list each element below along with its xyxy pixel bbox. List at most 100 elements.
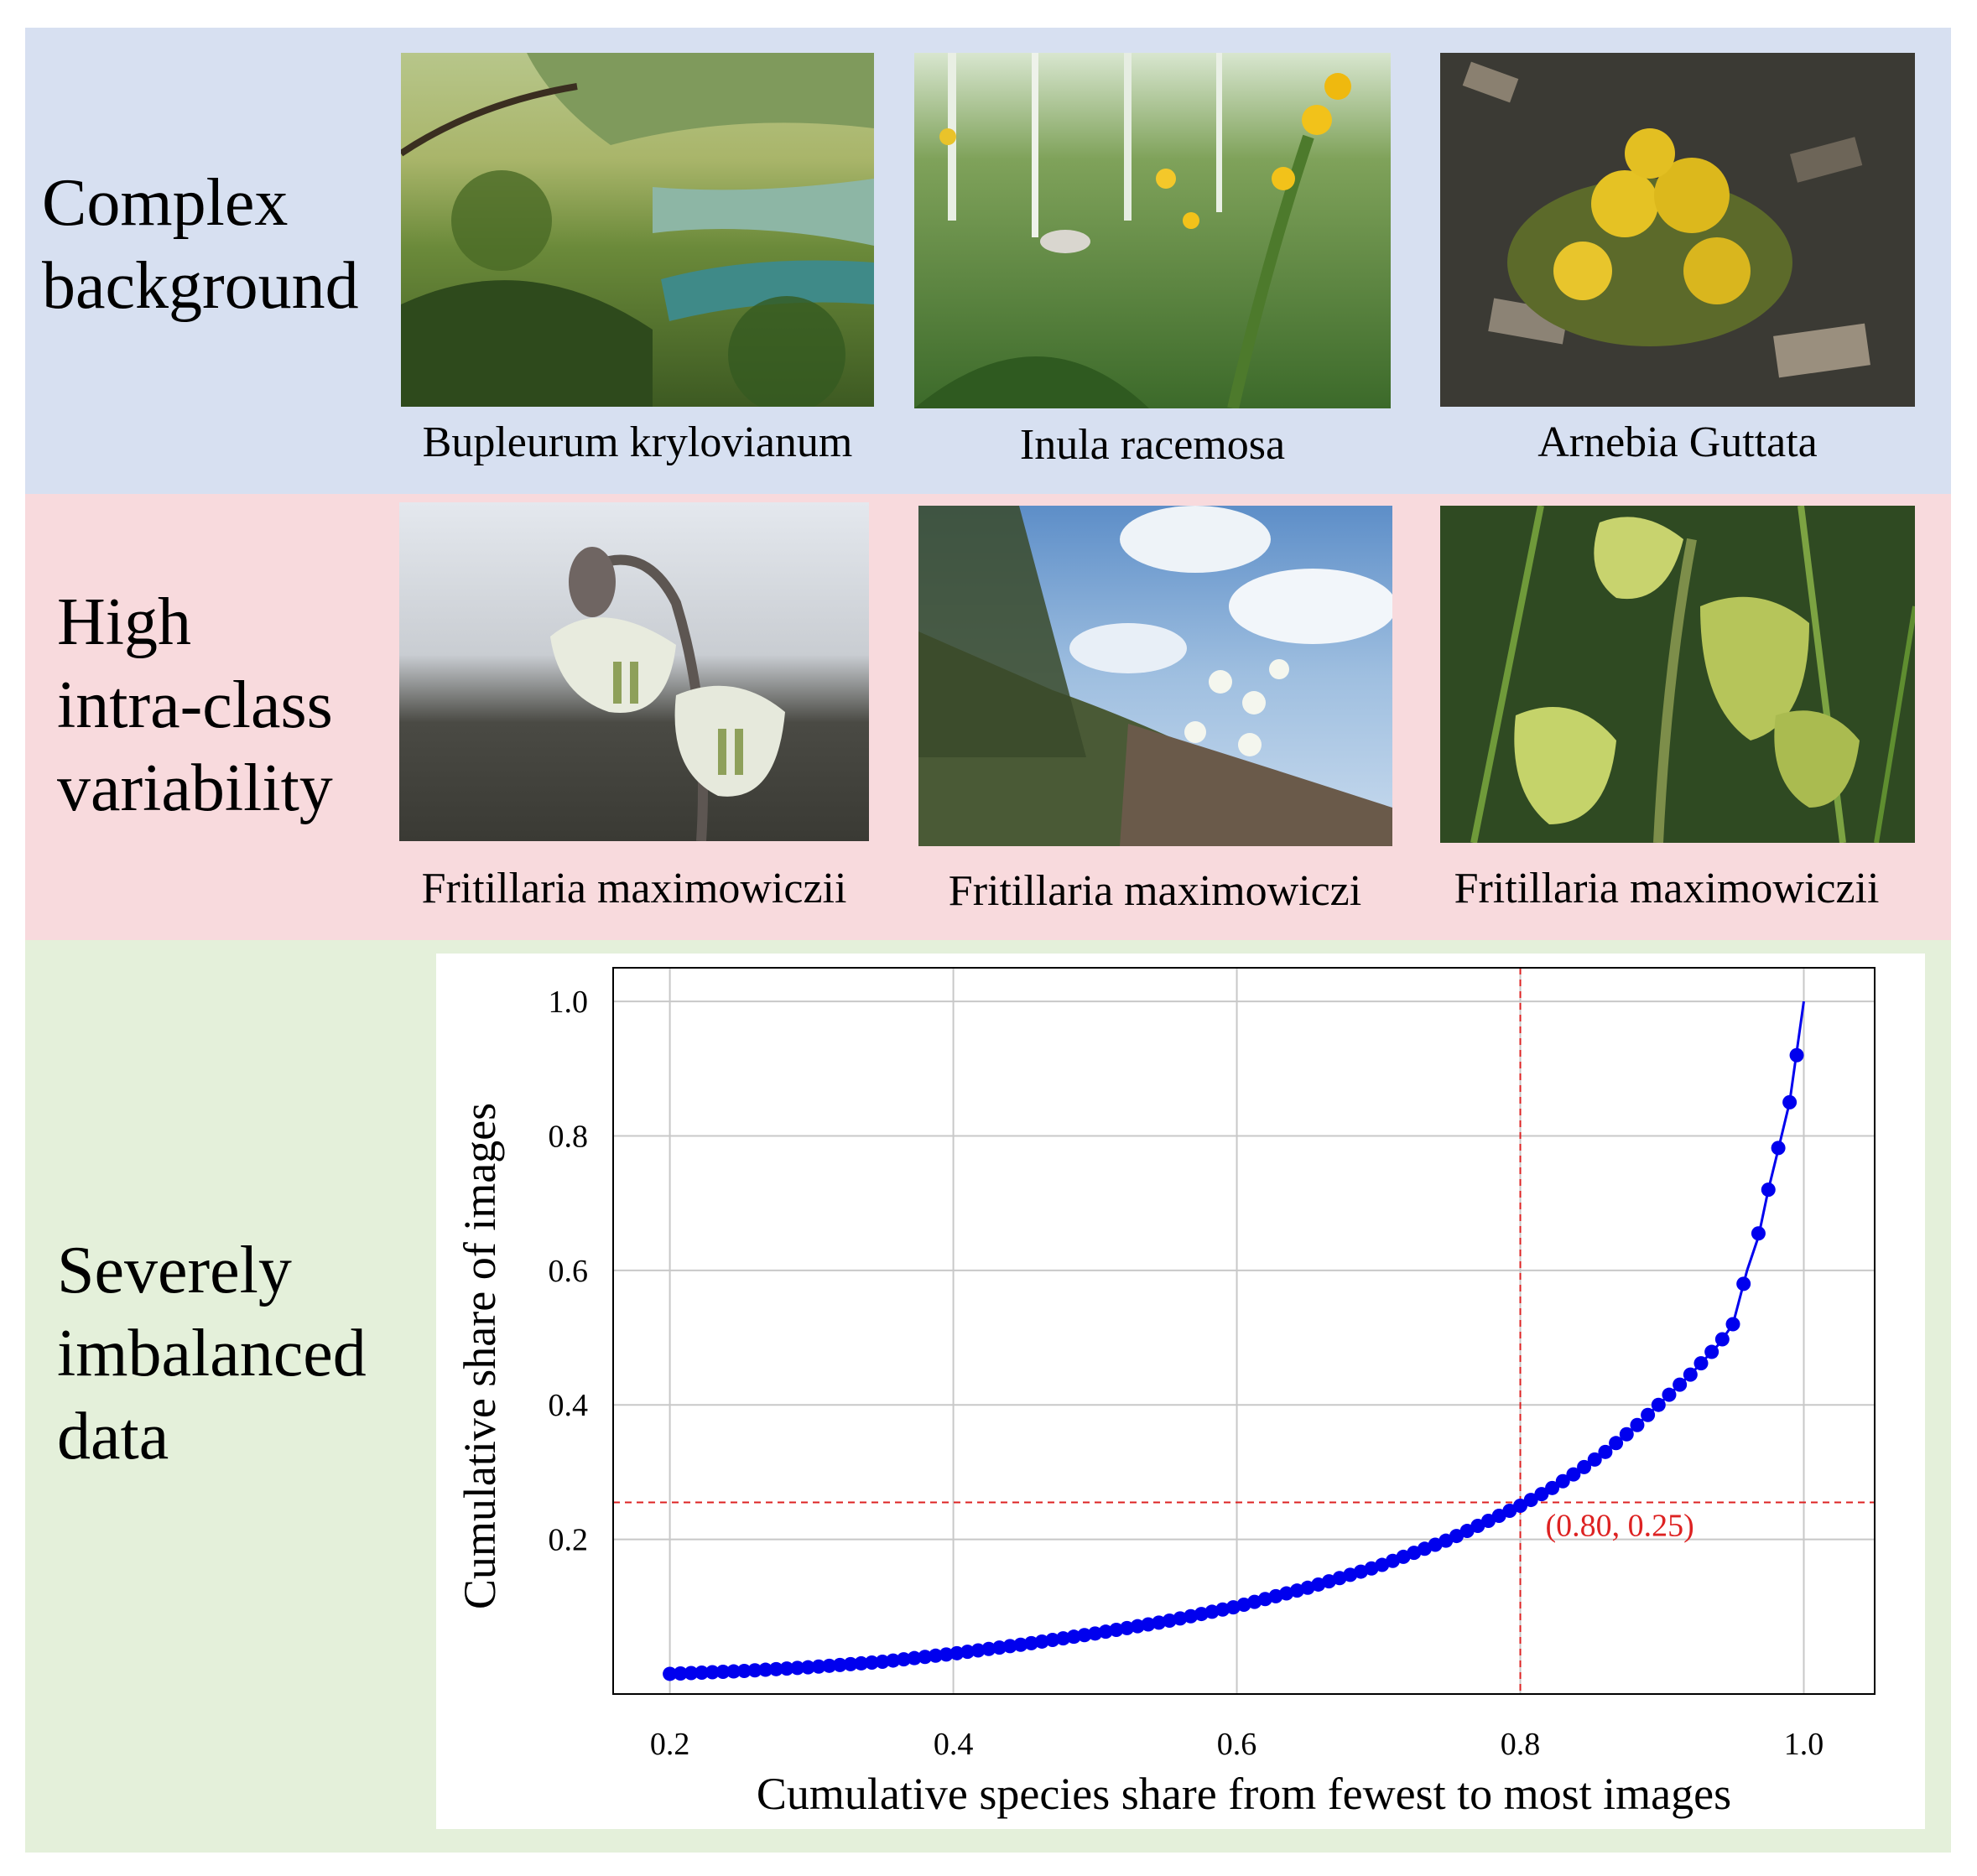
caption-fritillaria-1: Fritillaria maximowiczii xyxy=(421,865,847,912)
y-tick-label: 0.4 xyxy=(549,1388,589,1423)
curve-marker xyxy=(1598,1444,1613,1459)
curve-marker xyxy=(1630,1417,1645,1432)
curve-marker xyxy=(800,1660,815,1675)
curve-marker xyxy=(1545,1480,1560,1495)
curve-marker xyxy=(1173,1611,1188,1626)
curve-marker xyxy=(832,1657,847,1672)
y-tick-label: 0.8 xyxy=(549,1119,589,1154)
caption-bupleurum-krylovianum: Bupleurum krylovianum xyxy=(422,418,853,466)
curve-marker xyxy=(1491,1509,1506,1524)
curve-marker xyxy=(1215,1602,1230,1617)
curve-marker xyxy=(663,1666,678,1681)
curve-marker xyxy=(981,1641,996,1656)
curve-marker xyxy=(1130,1619,1145,1634)
curve-marker xyxy=(1751,1226,1766,1241)
photo-bupleurum-krylovianum xyxy=(401,53,874,407)
curve-marker xyxy=(1459,1524,1475,1539)
x-tick-label: 0.8 xyxy=(1501,1727,1541,1762)
curve-marker xyxy=(1439,1533,1454,1548)
curve-marker xyxy=(1673,1377,1688,1392)
curve-marker xyxy=(811,1659,826,1674)
photo-fritillaria-2 xyxy=(918,506,1392,846)
curve-marker xyxy=(705,1665,720,1680)
curve-marker xyxy=(758,1662,773,1677)
photo-fritillaria-3 xyxy=(1440,506,1915,843)
curve-marker xyxy=(949,1645,965,1660)
curve-marker xyxy=(1024,1635,1039,1650)
reference-annotation: (0.80, 0.25) xyxy=(1546,1508,1694,1543)
curve-marker xyxy=(896,1652,911,1667)
y-tick-label: 0.2 xyxy=(549,1523,589,1558)
curve-marker xyxy=(928,1648,943,1663)
curve-marker xyxy=(960,1645,975,1660)
curve-marker xyxy=(1152,1615,1167,1630)
curve-marker xyxy=(1204,1604,1220,1619)
curve-marker xyxy=(1077,1628,1092,1643)
curve-marker xyxy=(1725,1317,1740,1332)
photo-inula-racemosa xyxy=(914,53,1391,408)
curve-marker xyxy=(684,1666,699,1681)
curve-marker xyxy=(1162,1614,1177,1629)
curve-marker xyxy=(991,1640,1007,1655)
row-label-complex-background: Complex background xyxy=(42,166,359,324)
curve-marker xyxy=(1641,1407,1656,1422)
curve-marker xyxy=(1714,1332,1730,1347)
curve-marker xyxy=(1034,1634,1049,1649)
curve-marker xyxy=(1066,1629,1081,1645)
curve-marker xyxy=(1662,1387,1677,1402)
photo-arnebia-guttata xyxy=(1440,53,1915,407)
curve-marker xyxy=(864,1655,879,1670)
curve-marker xyxy=(1555,1473,1570,1489)
curve-marker xyxy=(1534,1487,1549,1502)
curve-marker xyxy=(886,1653,901,1668)
curve-marker xyxy=(822,1658,837,1673)
curve-marker xyxy=(907,1650,922,1666)
curve-marker xyxy=(918,1650,933,1665)
curve-marker xyxy=(1693,1356,1709,1371)
curve-marker xyxy=(1184,1608,1199,1624)
curve-marker xyxy=(843,1656,858,1671)
row-label-imbalanced-data: Severely imbalanced data xyxy=(57,1234,367,1474)
curve-marker xyxy=(673,1666,688,1681)
curve-marker xyxy=(1013,1637,1028,1652)
curve-marker xyxy=(1782,1094,1798,1109)
curve-marker xyxy=(779,1661,794,1676)
curve-marker xyxy=(1098,1624,1113,1640)
row-label-intra-class-variability: High intra-class variability xyxy=(57,585,333,826)
curve-marker xyxy=(715,1665,731,1680)
curve-marker xyxy=(1502,1503,1517,1518)
y-tick-label: 0.6 xyxy=(549,1254,589,1289)
curve-marker xyxy=(1120,1620,1135,1635)
curve-marker xyxy=(695,1666,710,1681)
caption-fritillaria-2: Fritillaria maximowiczi xyxy=(948,867,1362,915)
caption-arnebia-guttata: Arnebia Guttata xyxy=(1537,418,1818,466)
curve-marker xyxy=(1771,1141,1786,1156)
curve-marker xyxy=(1470,1519,1485,1534)
curve-marker xyxy=(1141,1617,1156,1632)
curve-marker xyxy=(1056,1631,1071,1646)
curve-marker xyxy=(1002,1639,1017,1654)
curve-marker xyxy=(1109,1623,1124,1638)
curve-marker xyxy=(1736,1276,1751,1291)
y-axis-label: Cumulative share of images xyxy=(455,1103,505,1609)
curve-marker xyxy=(1761,1182,1776,1198)
curve-marker xyxy=(875,1655,890,1670)
y-tick-label: 1.0 xyxy=(549,985,589,1020)
curve-marker xyxy=(747,1663,762,1678)
curve-marker xyxy=(1619,1426,1634,1442)
x-tick-label: 0.4 xyxy=(934,1727,974,1762)
curve-marker xyxy=(768,1661,783,1676)
curve-marker xyxy=(1194,1607,1209,1622)
plot-frame xyxy=(612,967,1876,1695)
curve-marker xyxy=(790,1660,805,1676)
caption-fritillaria-3: Fritillaria maximowiczii xyxy=(1454,865,1880,912)
curve-marker xyxy=(1577,1459,1592,1474)
curve-marker xyxy=(1609,1436,1624,1451)
curve-marker xyxy=(939,1647,954,1662)
curve-marker xyxy=(854,1655,869,1671)
curve-marker xyxy=(1523,1493,1538,1508)
curve-marker xyxy=(1587,1452,1602,1467)
curve-marker xyxy=(1088,1626,1103,1641)
chart-canvas: 0.2 0.4 0.6 0.8 1.0 0.2 0.4 0.6 0.8 1.0 (0.80, 0.… xyxy=(455,967,1876,1819)
curve-marker xyxy=(1704,1344,1719,1359)
